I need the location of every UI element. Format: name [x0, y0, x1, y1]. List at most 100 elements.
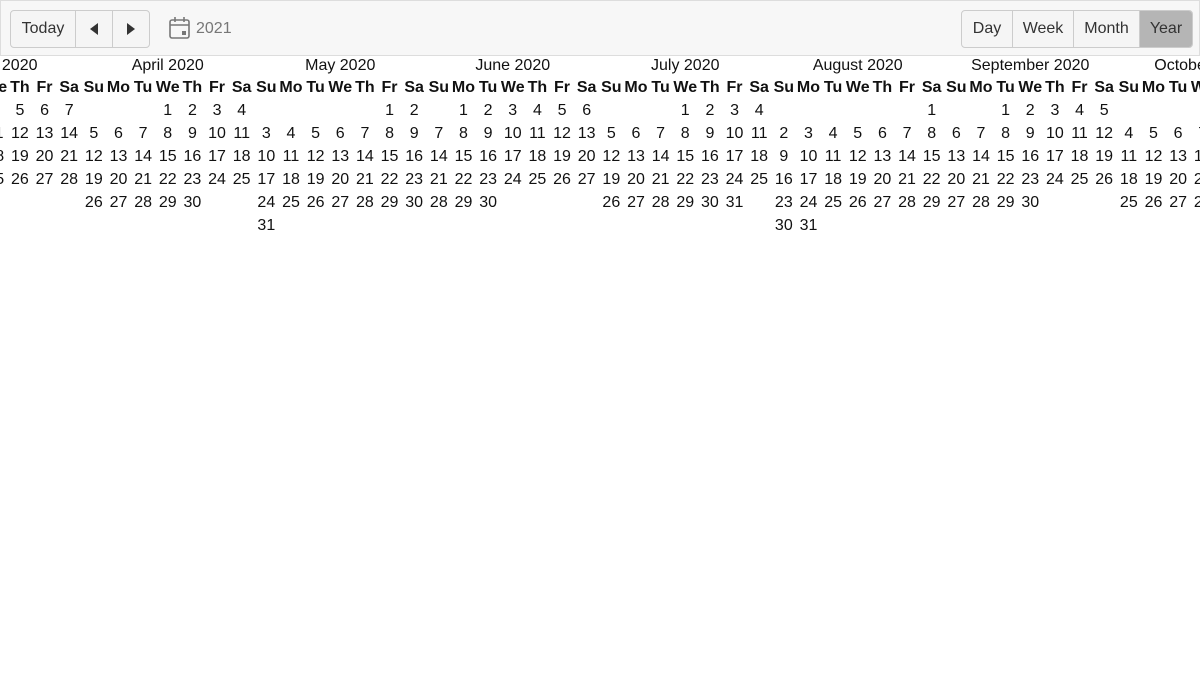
- day-cell[interactable]: 9: [705, 125, 714, 142]
- day-cell[interactable]: 26: [602, 194, 620, 211]
- day-cell[interactable]: 18: [282, 171, 300, 188]
- day-cell[interactable]: 16: [479, 148, 497, 165]
- day-cell[interactable]: 30: [1021, 194, 1039, 211]
- day-cell[interactable]: 21: [60, 148, 78, 165]
- day-cell[interactable]: 23: [183, 171, 201, 188]
- day-cell[interactable]: 14: [1194, 148, 1200, 165]
- day-cell[interactable]: 26: [11, 171, 29, 188]
- day-cell[interactable]: 21: [430, 171, 448, 188]
- day-cell[interactable]: 1: [927, 102, 936, 119]
- day-cell[interactable]: 18: [0, 148, 4, 165]
- day-cell[interactable]: 17: [257, 171, 275, 188]
- day-cell[interactable]: 31: [726, 194, 744, 211]
- day-cell[interactable]: 11: [529, 125, 546, 142]
- day-cell[interactable]: 13: [331, 148, 349, 165]
- day-cell[interactable]: 28: [430, 194, 448, 211]
- day-cell[interactable]: 10: [726, 125, 744, 142]
- day-cell[interactable]: 25: [824, 194, 842, 211]
- day-cell[interactable]: 21: [652, 171, 670, 188]
- prev-button[interactable]: [75, 11, 112, 47]
- day-cell[interactable]: 17: [1046, 148, 1064, 165]
- day-cell[interactable]: 15: [923, 148, 941, 165]
- day-cell[interactable]: 2: [705, 102, 714, 119]
- day-cell[interactable]: 10: [1046, 125, 1064, 142]
- day-cell[interactable]: 16: [405, 148, 423, 165]
- day-cell[interactable]: 13: [578, 125, 596, 142]
- day-cell[interactable]: 22: [455, 171, 473, 188]
- day-cell[interactable]: 19: [1095, 148, 1113, 165]
- day-cell[interactable]: 6: [878, 125, 887, 142]
- day-cell[interactable]: 8: [927, 125, 936, 142]
- day-cell[interactable]: 22: [381, 171, 399, 188]
- day-cell[interactable]: 19: [849, 171, 867, 188]
- day-cell[interactable]: 14: [652, 148, 670, 165]
- day-cell[interactable]: 20: [578, 148, 596, 165]
- day-cell[interactable]: 6: [114, 125, 123, 142]
- year-label[interactable]: 2021: [196, 20, 232, 37]
- day-cell[interactable]: 5: [15, 102, 24, 119]
- day-cell[interactable]: 4: [1075, 102, 1084, 119]
- day-cell[interactable]: 10: [800, 148, 818, 165]
- view-button[interactable]: Week: [1012, 11, 1073, 47]
- day-cell[interactable]: 15: [381, 148, 399, 165]
- day-cell[interactable]: 26: [553, 171, 571, 188]
- day-cell[interactable]: 25: [0, 171, 4, 188]
- day-cell[interactable]: 19: [602, 171, 620, 188]
- day-cell[interactable]: 16: [183, 148, 201, 165]
- day-cell[interactable]: 16: [775, 171, 793, 188]
- day-cell[interactable]: 20: [873, 171, 891, 188]
- day-cell[interactable]: 9: [1026, 125, 1035, 142]
- day-cell[interactable]: 3: [730, 102, 739, 119]
- day-cell[interactable]: 27: [873, 194, 891, 211]
- day-cell[interactable]: 31: [800, 217, 818, 234]
- next-button[interactable]: [112, 11, 149, 47]
- day-cell[interactable]: 27: [331, 194, 349, 211]
- day-cell[interactable]: 1: [459, 102, 468, 119]
- day-cell[interactable]: 27: [578, 171, 596, 188]
- day-cell[interactable]: 2: [484, 102, 493, 119]
- day-cell[interactable]: 4: [237, 102, 246, 119]
- day-cell[interactable]: 29: [997, 194, 1015, 211]
- view-button[interactable]: Day: [972, 20, 1002, 37]
- day-cell[interactable]: 12: [553, 125, 571, 142]
- day-cell[interactable]: 7: [434, 125, 443, 142]
- day-cell[interactable]: 10: [504, 125, 522, 142]
- day-cell[interactable]: 1: [1001, 102, 1010, 119]
- day-cell[interactable]: 4: [755, 102, 764, 119]
- day-cell[interactable]: 6: [582, 102, 591, 119]
- day-cell[interactable]: 5: [853, 125, 862, 142]
- day-cell[interactable]: 8: [1001, 125, 1010, 142]
- day-cell[interactable]: 6: [1174, 125, 1183, 142]
- day-cell[interactable]: 26: [1095, 171, 1113, 188]
- day-cell[interactable]: 14: [898, 148, 916, 165]
- day-cell[interactable]: 17: [208, 148, 226, 165]
- day-cell[interactable]: 22: [159, 171, 177, 188]
- day-cell[interactable]: 18: [528, 148, 546, 165]
- day-cell[interactable]: 18: [233, 148, 251, 165]
- day-cell[interactable]: 9: [410, 125, 419, 142]
- day-cell[interactable]: 15: [455, 148, 473, 165]
- day-cell[interactable]: 19: [307, 171, 325, 188]
- day-cell[interactable]: 11: [283, 148, 300, 165]
- day-cell[interactable]: 21: [134, 171, 152, 188]
- day-cell[interactable]: 1: [681, 102, 690, 119]
- day-cell[interactable]: 4: [1124, 125, 1133, 142]
- day-cell[interactable]: 18: [1071, 148, 1089, 165]
- day-cell[interactable]: 24: [1046, 171, 1064, 188]
- day-cell[interactable]: 13: [947, 148, 965, 165]
- day-cell[interactable]: 12: [1145, 148, 1163, 165]
- day-cell[interactable]: 28: [60, 171, 78, 188]
- day-cell[interactable]: 29: [923, 194, 941, 211]
- day-cell[interactable]: 30: [479, 194, 497, 211]
- day-cell[interactable]: 20: [947, 171, 965, 188]
- view-button[interactable]: Month: [1073, 11, 1139, 47]
- day-cell[interactable]: 20: [36, 148, 54, 165]
- day-cell[interactable]: 7: [139, 125, 148, 142]
- day-cell[interactable]: 28: [356, 194, 374, 211]
- day-cell[interactable]: 26: [849, 194, 867, 211]
- day-cell[interactable]: 20: [627, 171, 645, 188]
- calendar-icon[interactable]: [169, 16, 191, 40]
- day-cell[interactable]: 25: [233, 171, 251, 188]
- day-cell[interactable]: 27: [1169, 194, 1187, 211]
- day-cell[interactable]: 18: [824, 171, 842, 188]
